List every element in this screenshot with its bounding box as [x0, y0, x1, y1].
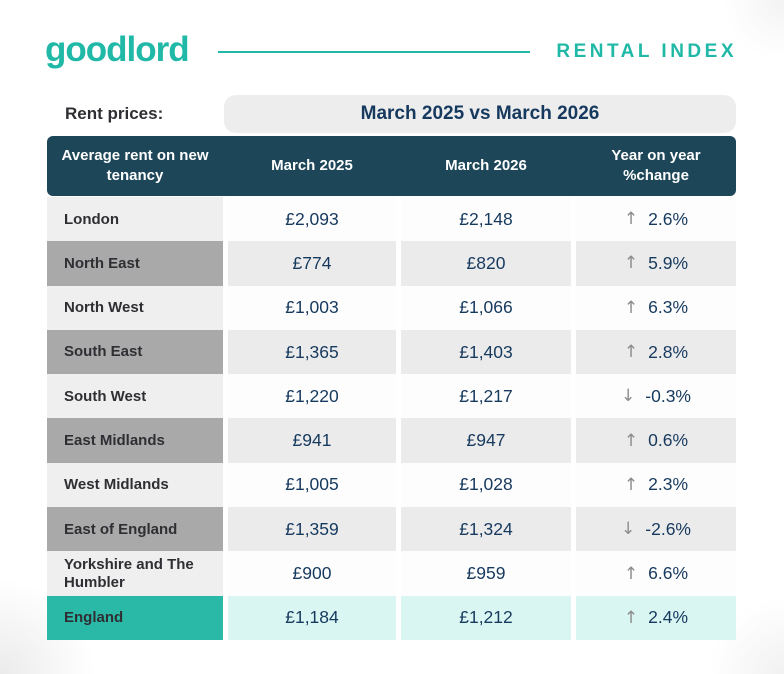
table-row-east-midlands: East Midlands £941 £947 ↑ 0.6%	[47, 418, 736, 463]
march-2025-value: £1,220	[228, 374, 396, 419]
table-row-england: England £1,184 £1,212 ↑ 2.4%	[47, 595, 736, 640]
table-row-north-west: North West £1,003 £1,066 ↑ 6.3%	[47, 285, 736, 330]
up-arrow-icon: ↑	[623, 430, 639, 451]
yoy-change: ↑ 2.4%	[576, 595, 736, 640]
region-label: East of England	[47, 507, 223, 552]
march-2026-value: £1,066	[401, 285, 571, 330]
march-2026-value: £947	[401, 418, 571, 463]
table-row-yorkshire: Yorkshire and The Humbler £900 £959 ↑ 6.6…	[47, 551, 736, 596]
change-value: 6.6%	[648, 563, 689, 584]
region-label: West Midlands	[47, 462, 223, 508]
march-2026-value: £820	[401, 241, 571, 286]
table-row-south-east: South East £1,365 £1,403 ↑ 2.8%	[47, 329, 736, 375]
region-label: North East	[47, 241, 223, 286]
goodlord-logo: goodlord	[45, 29, 190, 69]
region-label: South West	[47, 374, 223, 419]
change-value: 6.3%	[648, 297, 689, 318]
up-arrow-icon: ↑	[623, 253, 639, 274]
yoy-change: ↑ 2.6%	[576, 197, 736, 242]
up-arrow-icon: ↑	[623, 209, 639, 230]
down-arrow-icon: ↓	[621, 519, 636, 540]
yoy-change: ↑ 0.6%	[576, 418, 736, 463]
down-arrow-icon: ↓	[621, 386, 636, 407]
change-value: 2.4%	[648, 607, 689, 628]
region-label: Yorkshire and The Humbler	[47, 551, 223, 596]
brand-divider-line	[217, 51, 531, 53]
yoy-change: ↓ -0.3%	[576, 374, 736, 419]
subheader: Rent prices: March 2025 vs March 2026	[65, 95, 736, 133]
change-value: 2.6%	[648, 208, 689, 229]
column-header-march-2026: March 2026	[445, 156, 527, 174]
change-value: 2.8%	[648, 341, 689, 362]
table-row-west-midlands: West Midlands £1,005 £1,028 ↑ 2.3%	[47, 462, 736, 508]
march-2026-value: £1,028	[401, 462, 571, 508]
brand-header: goodlord RENTAL INDEX	[0, 0, 784, 74]
column-header-change: Year on year %change	[611, 146, 701, 184]
march-2025-value: £2,093	[228, 197, 396, 242]
table-row-london: London £2,093 £2,148 ↑ 2.6%	[47, 197, 736, 242]
region-label: East Midlands	[47, 418, 223, 463]
period-pill: March 2025 vs March 2026	[224, 95, 736, 133]
yoy-change: ↑ 5.9%	[576, 241, 736, 286]
column-header-region: Average rent on new tenancy	[61, 146, 209, 184]
march-2026-value: £1,212	[401, 595, 571, 640]
up-arrow-icon: ↑	[623, 607, 639, 628]
march-2025-value: £900	[228, 551, 396, 596]
march-2026-value: £1,403	[401, 329, 571, 375]
table-row-south-west: South West £1,220 £1,217 ↓ -0.3%	[47, 374, 736, 419]
march-2025-value: £941	[228, 418, 396, 463]
up-arrow-icon: ↑	[623, 342, 639, 363]
column-header-march-2025: March 2025	[271, 156, 353, 174]
rent-comparison-table: Average rent on new tenancy March 2025 M…	[47, 136, 736, 640]
march-2025-value: £774	[228, 241, 396, 286]
region-label: England	[47, 595, 223, 640]
march-2026-value: £1,324	[401, 507, 571, 552]
march-2026-value: £1,217	[401, 374, 571, 419]
change-value: 2.3%	[648, 474, 689, 495]
march-2025-value: £1,365	[228, 329, 396, 375]
change-value: -0.3%	[645, 385, 691, 406]
region-label: South East	[47, 329, 223, 375]
rental-index-title: RENTAL INDEX	[556, 41, 737, 62]
region-label: London	[47, 197, 223, 242]
table-header-row: Average rent on new tenancy March 2025 M…	[47, 136, 736, 196]
yoy-change: ↑ 2.8%	[576, 329, 736, 375]
march-2026-value: £959	[401, 551, 571, 596]
march-2026-value: £2,148	[401, 197, 571, 242]
change-value: -2.6%	[645, 518, 691, 539]
region-label: North West	[47, 285, 223, 330]
march-2025-value: £1,005	[228, 462, 396, 508]
rent-prices-label: Rent prices:	[65, 104, 164, 123]
change-value: 5.9%	[648, 252, 689, 273]
march-2025-value: £1,003	[228, 285, 396, 330]
march-2025-value: £1,359	[228, 507, 396, 552]
change-value: 0.6%	[648, 430, 689, 451]
yoy-change: ↑ 6.3%	[576, 285, 736, 330]
yoy-change: ↑ 6.6%	[576, 551, 736, 596]
table-row-east-of-england: East of England £1,359 £1,324 ↓ -2.6%	[47, 507, 736, 552]
table-row-north-east: North East £774 £820 ↑ 5.9%	[47, 241, 736, 286]
yoy-change: ↑ 2.3%	[576, 462, 736, 508]
up-arrow-icon: ↑	[623, 474, 639, 495]
yoy-change: ↓ -2.6%	[576, 507, 736, 552]
up-arrow-icon: ↑	[623, 297, 639, 318]
march-2025-value: £1,184	[228, 595, 396, 640]
up-arrow-icon: ↑	[623, 563, 639, 584]
